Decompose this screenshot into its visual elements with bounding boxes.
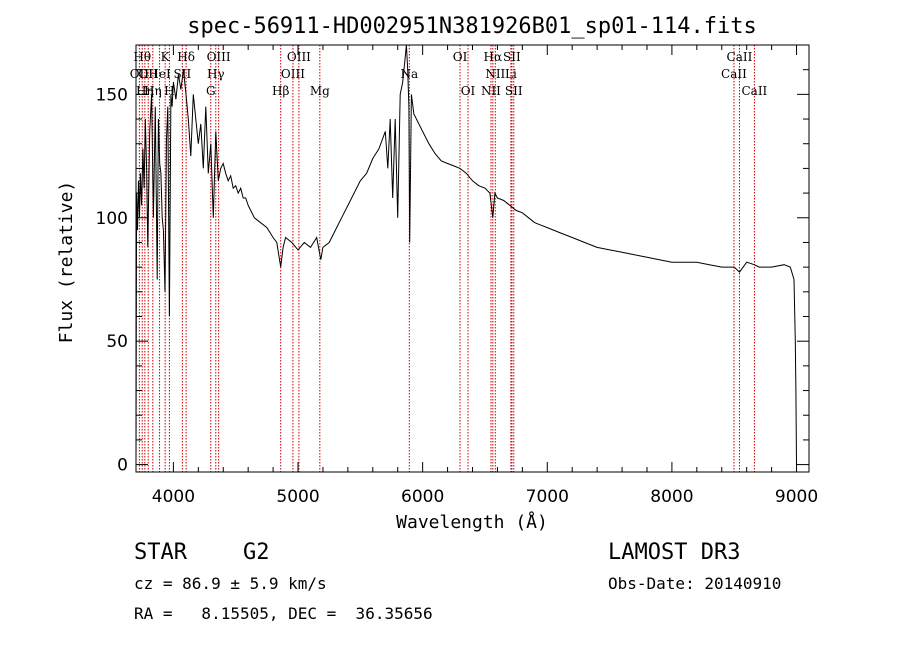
marker-label-4340: Hγ — [207, 67, 225, 81]
x-tick-label-6000: 6000 — [401, 487, 444, 507]
marker-label-8662: CaII — [741, 84, 767, 98]
marker-label-4102: Hδ — [177, 50, 195, 64]
marker-label-3889: HeI — [148, 67, 171, 81]
marker-label-3750: Hθ — [133, 50, 151, 64]
marker-label-4959: OIII — [281, 67, 305, 81]
coordinates: RA = 8.15505, DEC = 36.35656 — [134, 604, 433, 623]
marker-label-6708: Li — [505, 67, 517, 81]
subclass: G2 — [243, 540, 270, 565]
obs-date: Obs-Date: 20140910 — [608, 574, 782, 593]
y-tick-label-100: 100 — [96, 209, 128, 229]
marker-label-4861: Hβ — [272, 84, 289, 98]
x-axis-label: Wavelength (Å) — [396, 511, 548, 533]
survey-name: LAMOST DR3 — [608, 540, 741, 565]
y-axis: 0 50 100 150 — [96, 69, 809, 476]
y-tick-label-50: 50 — [106, 332, 128, 352]
plot-frame — [135, 44, 810, 473]
marker-label-6731: SII — [505, 84, 523, 98]
y-tick-label-0: 0 — [117, 456, 128, 476]
x-tick-label-4000: 4000 — [152, 487, 195, 507]
marker-label-3934: K — [161, 50, 171, 64]
x-tick-label-9000: 9000 — [775, 487, 818, 507]
marker-label-8498: CaII — [721, 67, 747, 81]
marker-label-3835: Hη — [144, 84, 162, 98]
chart-title: spec-56911-HD002951N381926B01_sp01-114.f… — [187, 14, 757, 39]
marker-label-6563: Hα — [484, 50, 503, 64]
x-tick-label-5000: 5000 — [276, 487, 319, 507]
marker-label-6300: OI — [453, 50, 468, 64]
marker-label-4300: G — [206, 84, 216, 98]
marker-label-3798: OII — [139, 67, 159, 81]
marker-label-5175: Mg — [310, 84, 330, 98]
x-tick-label-8000: 8000 — [650, 487, 693, 507]
marker-lines — [138, 45, 755, 472]
marker-label-6583: NII — [485, 67, 505, 81]
marker-labels: OIIHθHηOIIHηHeIKHSIIHδGHγOIIIHβOIIIOIIIM… — [130, 50, 768, 98]
marker-label-5007: OIII — [287, 50, 311, 64]
spectrum-line — [135, 44, 797, 465]
y-tick-label-150: 150 — [96, 85, 128, 105]
redshift: cz = 86.9 ± 5.9 km/s — [134, 574, 327, 593]
x-axis: 4000 5000 6000 7000 8000 9000 — [152, 45, 818, 507]
marker-label-8542: CaII — [727, 50, 753, 64]
marker-label-6364: OI — [461, 84, 476, 98]
y-axis-label: Flux (relative) — [56, 181, 77, 344]
marker-label-3727: OII — [130, 67, 150, 81]
marker-label-4363: OIII — [207, 50, 231, 64]
marker-label-3968: H — [164, 84, 174, 98]
x-tick-label-7000: 7000 — [526, 487, 569, 507]
object-type: STAR — [134, 540, 187, 565]
marker-label-6716: SII — [503, 50, 521, 64]
marker-label-5893: Na — [400, 67, 418, 81]
marker-label-6548: NII — [481, 84, 501, 98]
